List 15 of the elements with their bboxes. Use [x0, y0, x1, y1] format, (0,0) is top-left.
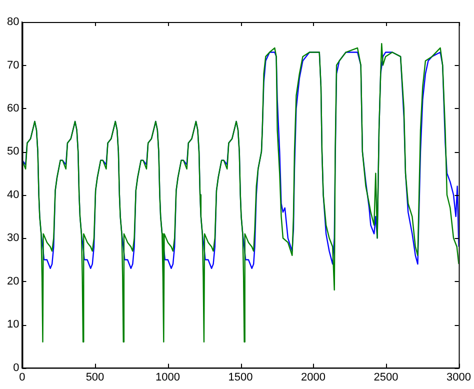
y-tick-label: 80: [6, 16, 20, 28]
x-tick-label: 1000: [156, 371, 180, 384]
x-tick-label: 500: [86, 371, 104, 384]
x-tick-label: 2500: [374, 371, 398, 384]
y-tick-label: 60: [6, 102, 20, 114]
y-tick-label: 0: [13, 362, 20, 374]
y-tick-label: 20: [6, 275, 20, 288]
x-tick-label: 1500: [228, 371, 253, 384]
y-tick-label: 40: [6, 188, 20, 201]
x-tick-label: 3000: [446, 371, 472, 384]
y-tick-label: 70: [6, 59, 20, 72]
y-tick-label: 50: [6, 146, 20, 158]
y-tick-label: 10: [6, 318, 20, 331]
y-tick-label: 30: [6, 232, 20, 244]
x-tick-label: 2000: [301, 371, 326, 384]
